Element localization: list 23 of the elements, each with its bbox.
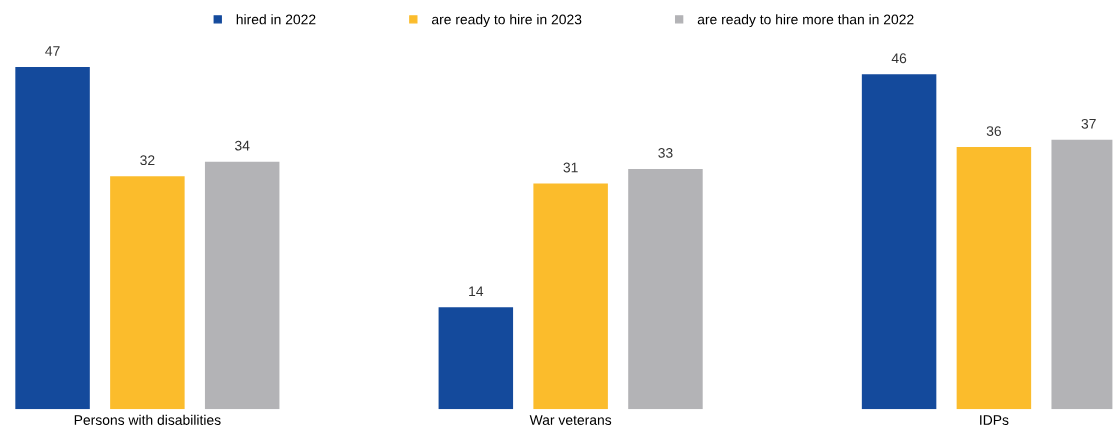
data-label: 14 <box>469 286 484 297</box>
data-label: 33 <box>658 148 673 158</box>
x-tick-label: War veterans <box>529 415 612 425</box>
data-label: 36 <box>986 126 1002 136</box>
data-label: 46 <box>891 53 907 64</box>
bar <box>438 307 514 410</box>
x-tick-label: Persons with disabilities <box>74 414 221 425</box>
data-label: 32 <box>140 155 155 166</box>
data-label: 47 <box>45 46 60 56</box>
data-label: 31 <box>563 162 578 173</box>
bar <box>956 147 1032 410</box>
bar <box>15 66 90 410</box>
bar <box>533 183 608 410</box>
bar <box>204 161 280 410</box>
bar <box>628 168 703 410</box>
bar <box>110 176 185 410</box>
data-label: 37 <box>1081 118 1096 129</box>
legend-label: are ready to hire in 2023 <box>431 14 582 28</box>
bar <box>861 74 937 410</box>
legend-label: hired in 2022 <box>236 14 316 25</box>
x-tick-label: IDPs <box>980 415 1009 425</box>
legend-label: are ready to hire more than in 2022 <box>697 14 914 28</box>
data-label: 34 <box>235 140 250 151</box>
